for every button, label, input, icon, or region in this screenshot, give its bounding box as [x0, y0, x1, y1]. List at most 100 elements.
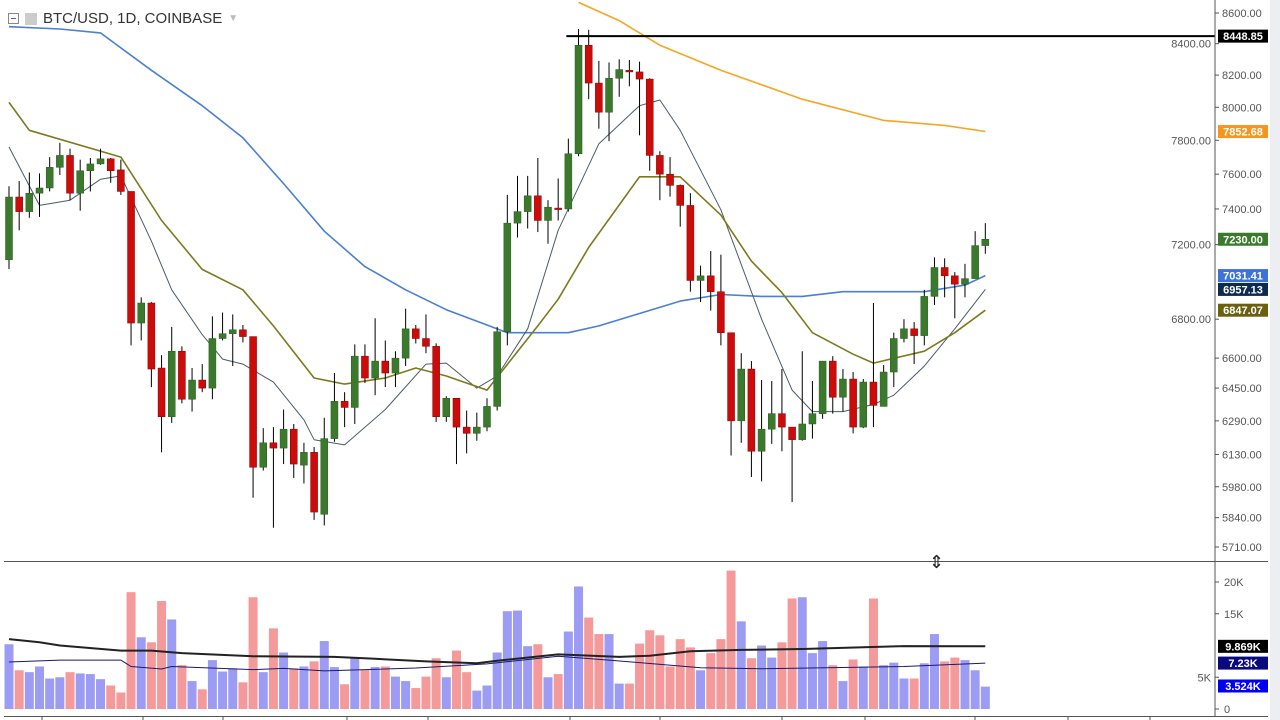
candle	[401, 308, 410, 367]
candle-body-down	[310, 452, 318, 513]
volume-bar	[594, 634, 604, 709]
volume-bar	[777, 642, 787, 709]
volume-bar	[96, 679, 106, 709]
volume-average-badge-text: 9.869K	[1225, 641, 1261, 653]
volume-tick-label: 15K	[1224, 609, 1244, 621]
candle-body-up	[879, 371, 888, 407]
candle	[564, 138, 573, 212]
volume-average-badge: 9.869K	[1218, 639, 1268, 653]
symbol-title[interactable]: BTC/USD, 1D, COINBASE	[43, 10, 223, 27]
candle	[808, 381, 817, 439]
candle-body-up	[228, 329, 237, 334]
price-tick-label: 5840.00	[1222, 513, 1262, 525]
candle	[727, 332, 735, 456]
moving-average-badge: 7031.41	[1218, 269, 1268, 283]
candle	[432, 343, 440, 422]
candle	[656, 151, 664, 201]
volume-bar	[167, 619, 177, 709]
candle	[951, 272, 959, 319]
volume-bar	[767, 657, 777, 709]
volume-bar	[462, 672, 472, 709]
candle	[645, 78, 654, 171]
volume-bar	[797, 597, 807, 709]
volume-bar	[513, 610, 522, 709]
collapse-icon[interactable]	[8, 13, 19, 24]
candle-body-up	[513, 211, 522, 224]
candle-body-up	[25, 192, 34, 212]
candle-body-down	[66, 155, 74, 194]
last-price-badge-bg	[1218, 232, 1268, 246]
candle	[198, 364, 206, 393]
volume-bar	[675, 639, 685, 709]
volume-bar	[360, 669, 370, 709]
price-tick-label: 8600.00	[1222, 8, 1262, 20]
candle	[534, 157, 542, 233]
candle	[503, 194, 512, 346]
candle	[147, 302, 156, 388]
volume-bar	[451, 650, 461, 709]
volume-average-badge-text: 7.23K	[1228, 658, 1257, 670]
candle-body-down	[106, 158, 115, 172]
caret-down-icon[interactable]: ▼	[228, 13, 239, 24]
volume-bar	[289, 668, 299, 709]
volume-bar	[563, 631, 573, 709]
moving-average-badge-bg	[1218, 303, 1268, 317]
candles	[5, 29, 990, 528]
moving-average-badge: 6957.13	[1218, 282, 1268, 296]
candle-body-up	[544, 206, 552, 221]
candle	[961, 263, 969, 298]
candle	[290, 423, 298, 479]
candle-body-down	[422, 338, 430, 347]
volume-bar	[584, 617, 594, 709]
volume-average-badge-bg	[1218, 639, 1268, 653]
candle-body-down	[157, 367, 166, 417]
volume-bar	[645, 630, 655, 709]
volume-bar	[279, 652, 289, 709]
moving-average-badge-text: 6847.07	[1223, 305, 1263, 317]
last-volume-badge-text: 3.524K	[1225, 681, 1261, 693]
candle-body-up	[208, 338, 217, 389]
volume-bar	[421, 676, 431, 709]
moving-averages	[8, 1, 986, 446]
volume-bar	[665, 666, 675, 709]
moving-average-badge-bg	[1218, 269, 1268, 283]
volume-bar	[55, 677, 65, 709]
candle	[523, 175, 532, 229]
volume-bar	[370, 667, 380, 709]
candle-body-up	[605, 78, 613, 113]
candle-body-down	[147, 302, 156, 370]
volume-bar	[543, 677, 553, 709]
candle	[178, 346, 186, 404]
volume-bar	[929, 634, 939, 709]
candle-body-up	[300, 452, 308, 466]
last-price-badge: 7230.00	[1218, 232, 1268, 246]
volume-bar	[472, 690, 482, 709]
price-tick-label: 8400.00	[1171, 39, 1211, 51]
candle-body-down	[361, 355, 369, 379]
volume-bar	[309, 661, 319, 709]
moving-average-badge: 6847.07	[1218, 303, 1268, 317]
scrollbar[interactable]	[1270, 0, 1280, 720]
price-tick-label: 5710.00	[1222, 542, 1262, 554]
volume-bar	[553, 674, 563, 709]
candle	[249, 336, 257, 498]
candle	[879, 365, 888, 407]
volume-bar	[848, 659, 858, 709]
volume-bar	[228, 668, 238, 709]
candle	[473, 412, 481, 441]
symbol-icon	[25, 12, 37, 25]
volume-bar	[207, 660, 217, 709]
candle	[188, 368, 196, 412]
volume-bar	[787, 598, 797, 709]
candle-body-down	[239, 329, 247, 337]
candle-body-down	[117, 169, 125, 192]
candle-body-down	[290, 428, 298, 465]
candle-body-up	[930, 267, 939, 297]
volume-average-line	[8, 638, 986, 665]
moving-average-badge: 7852.68	[1218, 125, 1268, 139]
candle	[869, 303, 878, 428]
candle-body-down	[340, 401, 349, 408]
candle	[351, 344, 359, 424]
candle-body-up	[564, 153, 573, 210]
